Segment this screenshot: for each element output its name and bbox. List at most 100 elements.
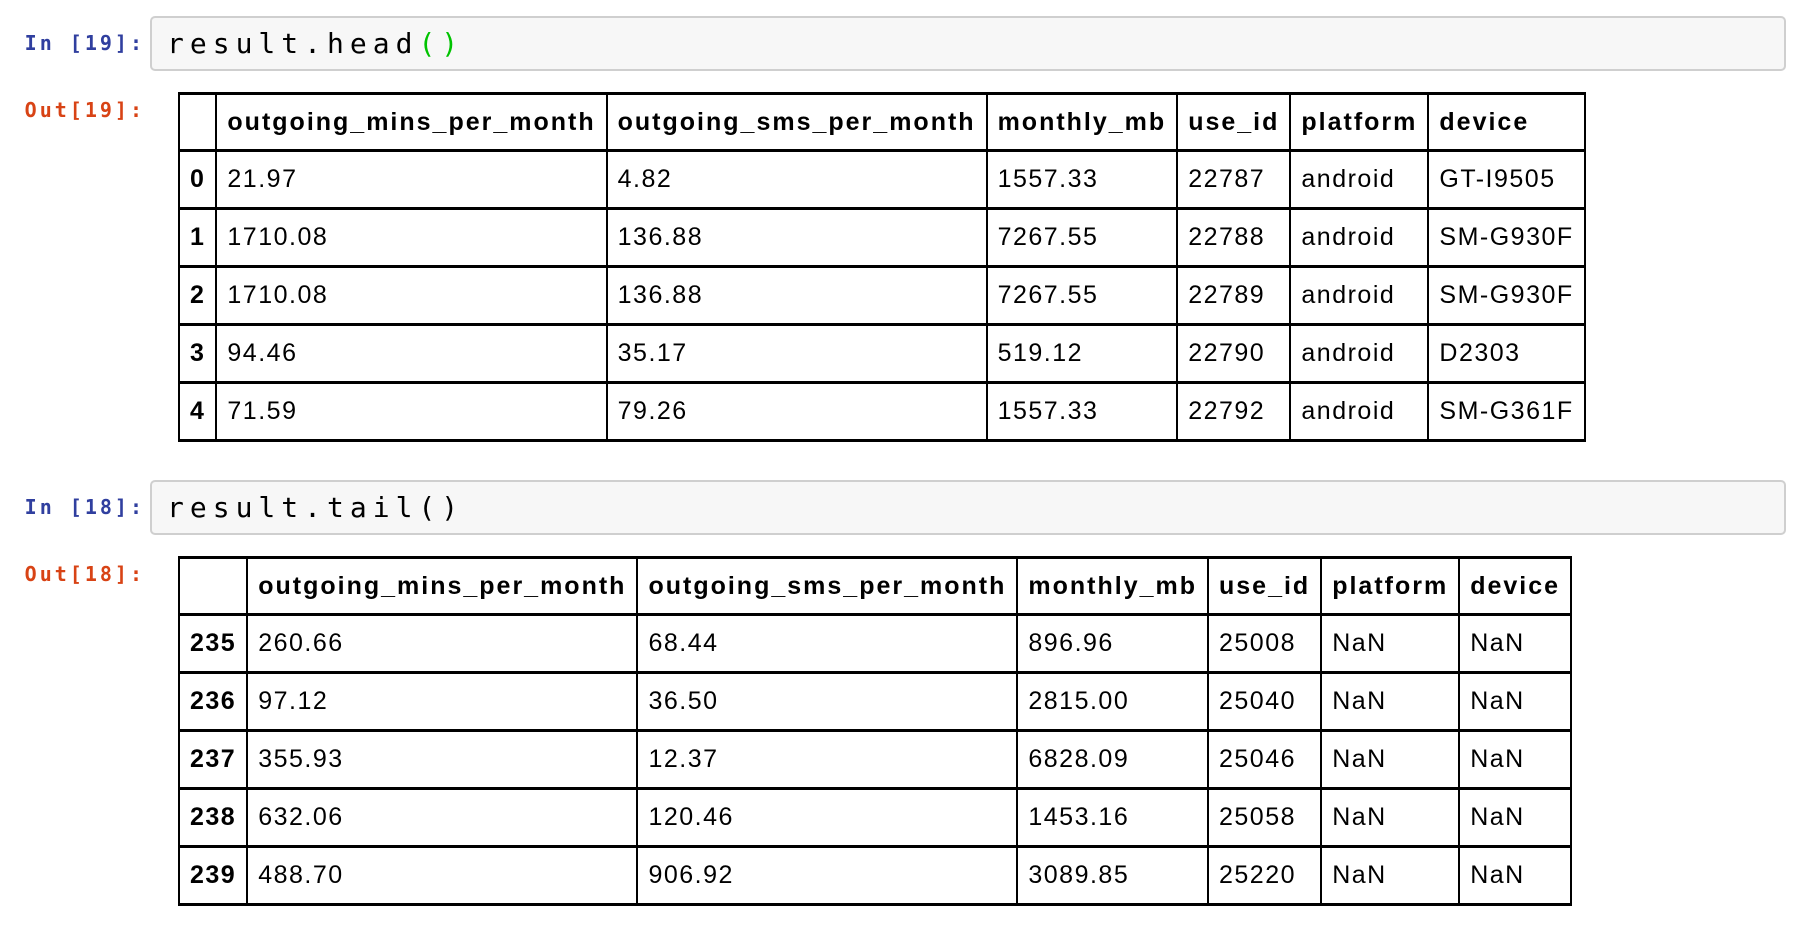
table-cell: 136.88 [605, 265, 988, 326]
table-cell: 12.37 [636, 729, 1019, 790]
column-header: platform [1320, 556, 1461, 616]
table-cell: 25058 [1206, 787, 1323, 848]
table-cell: NaN [1320, 729, 1461, 790]
column-header: device [1458, 556, 1573, 616]
table-cell: 94.46 [215, 323, 608, 384]
table-cell: 68.44 [636, 613, 1019, 674]
code-token: () [418, 26, 465, 60]
output-prompt: Out[19]: [24, 98, 145, 122]
table-cell: android [1289, 207, 1430, 268]
row-index: 237 [177, 729, 249, 790]
output-row: Out[18]: outgoing_mins_per_month outgoing… [0, 556, 1818, 906]
input-row: In [18]: result.tail() [0, 480, 1818, 535]
column-header: monthly_mb [985, 92, 1179, 152]
code-token: result.head [167, 26, 419, 60]
column-header: use_id [1206, 556, 1323, 616]
table-row: 4 71.59 79.26 1557.33 22792 android SM-G361F [177, 381, 1586, 442]
table-row: 238 632.06 120.46 1453.16 25058 NaN NaN [177, 787, 1573, 848]
table-cell: 25008 [1206, 613, 1323, 674]
row-index: 235 [177, 613, 249, 674]
table-cell: NaN [1458, 845, 1573, 906]
table-cell: GT-I9505 [1427, 149, 1586, 210]
table-row: 2 1710.08 136.88 7267.55 22789 android SM-G930… [177, 265, 1586, 326]
table-cell: 519.12 [985, 323, 1179, 384]
code-cell-19: In [19]: result.head() Out[19]: outgoing… [0, 16, 1818, 442]
row-index: 1 [177, 207, 218, 268]
row-index: 239 [177, 845, 249, 906]
table-row: 0 21.97 4.82 1557.33 22787 android GT-I9505 [177, 149, 1586, 210]
output-prompt: Out[18]: [24, 562, 145, 586]
table-cell: 21.97 [215, 149, 608, 210]
column-header: device [1427, 92, 1586, 152]
table-cell: SM-G361F [1427, 381, 1586, 442]
input-prompt: In [18]: [24, 495, 145, 519]
column-header: monthly_mb [1016, 556, 1209, 616]
table-cell: 632.06 [246, 787, 639, 848]
code-token: result.tail() [167, 490, 465, 524]
row-index: 236 [177, 671, 249, 732]
row-index: 3 [177, 323, 218, 384]
column-header: outgoing_mins_per_month [246, 556, 639, 616]
table-cell: 906.92 [636, 845, 1019, 906]
column-header: outgoing_sms_per_month [636, 556, 1019, 616]
table-cell: 1557.33 [985, 381, 1179, 442]
table-cell: 22787 [1176, 149, 1292, 210]
column-header: outgoing_mins_per_month [215, 92, 608, 152]
table-row: 3 94.46 35.17 519.12 22790 android D2303 [177, 323, 1586, 384]
table-cell: 1710.08 [215, 265, 608, 326]
table-cell: NaN [1320, 845, 1461, 906]
table-cell: 22788 [1176, 207, 1292, 268]
code-editor[interactable]: result.tail() [150, 480, 1786, 535]
row-index: 2 [177, 265, 218, 326]
table-cell: 22792 [1176, 381, 1292, 442]
table-cell: 3089.85 [1016, 845, 1209, 906]
table-cell: NaN [1320, 671, 1461, 732]
table-cell: 355.93 [246, 729, 639, 790]
table-cell: D2303 [1427, 323, 1586, 384]
table-cell: 260.66 [246, 613, 639, 674]
table-row: 237 355.93 12.37 6828.09 25046 NaN NaN [177, 729, 1573, 790]
output-area: outgoing_mins_per_month outgoing_sms_per_… [150, 556, 1573, 906]
table-cell: 25220 [1206, 845, 1323, 906]
table-cell: NaN [1320, 613, 1461, 674]
table-cell: android [1289, 149, 1430, 210]
column-header [177, 92, 218, 152]
code-line: result.tail() [152, 490, 465, 524]
table-row: 235 260.66 68.44 896.96 25008 NaN NaN [177, 613, 1573, 674]
column-header: use_id [1176, 92, 1292, 152]
notebook: In [19]: result.head() Out[19]: outgoing… [0, 16, 1818, 906]
table-cell: 25046 [1206, 729, 1323, 790]
table-cell: 488.70 [246, 845, 639, 906]
table-cell: SM-G930F [1427, 265, 1586, 326]
table-cell: 1710.08 [215, 207, 608, 268]
row-index: 4 [177, 381, 218, 442]
table-cell: 71.59 [215, 381, 608, 442]
table-cell: NaN [1320, 787, 1461, 848]
output-area: outgoing_mins_per_month outgoing_sms_per_… [150, 92, 1586, 442]
row-index: 0 [177, 149, 218, 210]
column-header: platform [1289, 92, 1430, 152]
table-cell: NaN [1458, 729, 1573, 790]
table-cell: 896.96 [1016, 613, 1209, 674]
table-cell: NaN [1458, 787, 1573, 848]
code-editor[interactable]: result.head() [150, 16, 1786, 71]
input-prompt: In [19]: [24, 31, 145, 55]
table-cell: 25040 [1206, 671, 1323, 732]
dataframe-head-table: outgoing_mins_per_month outgoing_sms_per_… [177, 92, 1586, 442]
table-cell: 6828.09 [1016, 729, 1209, 790]
table-cell: SM-G930F [1427, 207, 1586, 268]
input-row: In [19]: result.head() [0, 16, 1818, 71]
table-cell: 22789 [1176, 265, 1292, 326]
dataframe-tail-table: outgoing_mins_per_month outgoing_sms_per_… [177, 556, 1573, 906]
table-cell: 79.26 [605, 381, 988, 442]
code-cell-18: In [18]: result.tail() Out[18]: outgoing… [0, 480, 1818, 906]
table-cell: android [1289, 265, 1430, 326]
table-row: 239 488.70 906.92 3089.85 25220 NaN NaN [177, 845, 1573, 906]
output-row: Out[19]: outgoing_mins_per_month outgoing… [0, 92, 1818, 442]
table-cell: 1557.33 [985, 149, 1179, 210]
table-cell: 4.82 [605, 149, 988, 210]
table-cell: 1453.16 [1016, 787, 1209, 848]
header-row: outgoing_mins_per_month outgoing_sms_per_… [177, 556, 1573, 616]
table-cell: 35.17 [605, 323, 988, 384]
row-index: 238 [177, 787, 249, 848]
